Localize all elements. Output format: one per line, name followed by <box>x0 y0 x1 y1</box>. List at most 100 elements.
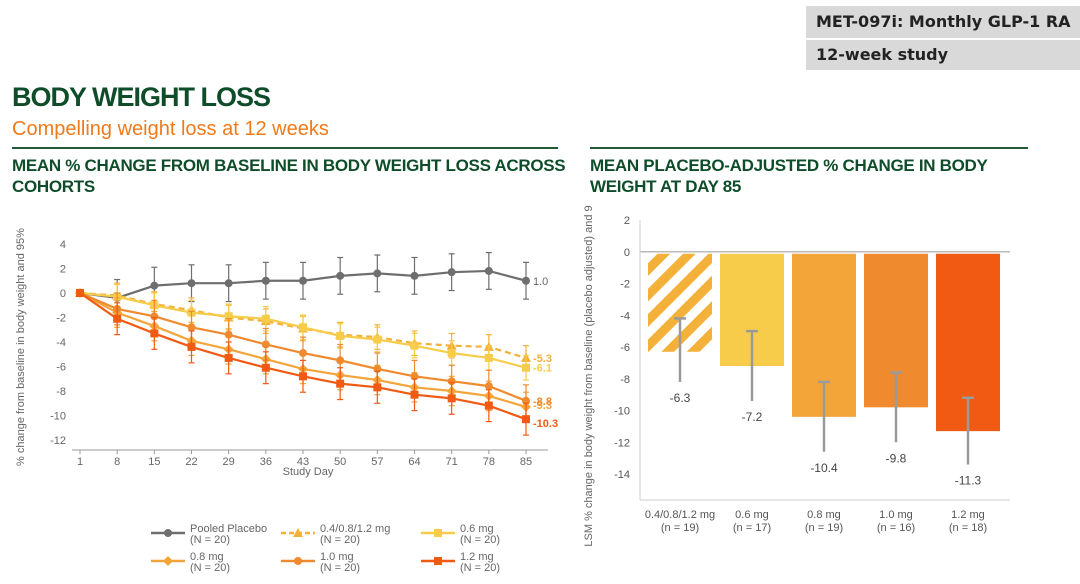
data-point <box>150 281 159 290</box>
bar-category-label: 0.4/0.8/1.2 mg <box>645 509 715 521</box>
bar-n-label: (n = 19) <box>805 522 843 534</box>
bar-chart-title: MEAN PLACEBO-ADJUSTED % CHANGE IN BODY W… <box>590 156 988 196</box>
bar-value-label: -6.3 <box>670 391 691 405</box>
data-point <box>336 271 345 280</box>
legend-label: 0.6 mg <box>460 523 494 535</box>
legend-label: Pooled Placebo <box>190 523 268 535</box>
data-point <box>113 314 122 323</box>
data-point <box>484 401 493 410</box>
series-c06: -6.1 <box>76 283 552 381</box>
y-tick-label: -8 <box>56 386 66 398</box>
data-point <box>299 276 307 285</box>
y-tick-label: -12 <box>50 435 66 447</box>
legend-swatch <box>421 529 455 537</box>
data-point <box>261 314 270 323</box>
bar-n-label: (n = 19) <box>661 522 699 534</box>
line-chart-legend: Pooled Placebo (N = 20) 0.4/0.8/1.2 mg (N =… <box>150 524 570 580</box>
bar-category-label: 1.2 mg <box>951 509 985 521</box>
page-subtitle: Compelling weight loss at 12 weeks <box>12 118 329 140</box>
data-point <box>410 341 419 350</box>
bar-category-label: 1.0 mg <box>879 509 913 521</box>
y-tick-label: 0 <box>624 247 630 259</box>
legend-swatch <box>151 556 185 566</box>
y-tick-label: 2 <box>60 264 66 276</box>
y-tick-label: -10 <box>50 411 66 423</box>
x-tick-label: 15 <box>148 456 160 468</box>
data-point <box>447 377 456 386</box>
x-tick-label: 64 <box>408 456 420 468</box>
y-tick-label: 0 <box>60 288 66 300</box>
legend-item-placebo: Pooled Placebo (N = 20) <box>150 524 267 546</box>
bar-category-label: 0.8 mg <box>807 509 841 521</box>
data-point <box>410 271 419 280</box>
end-value-label: -10.3 <box>533 418 558 430</box>
end-value-label: -9.3 <box>533 400 552 412</box>
y-tick-label: 2 <box>624 215 630 227</box>
y-tick-label: 4 <box>60 239 66 251</box>
legend-swatch <box>421 557 455 565</box>
line-chart-y-axis-label: % change from baseline in body weight an… <box>15 228 27 466</box>
data-point <box>187 323 196 332</box>
y-tick-label: -10 <box>614 406 630 418</box>
data-point <box>150 312 159 321</box>
data-point <box>224 279 233 288</box>
x-tick-label: 85 <box>520 456 532 468</box>
legend-label: 1.2 mg <box>460 551 494 563</box>
legend-label: 0.8 mg <box>190 551 224 563</box>
x-tick-label: 36 <box>260 456 272 468</box>
x-tick-label: 29 <box>223 456 235 468</box>
data-point <box>484 382 493 391</box>
legend-marker <box>434 529 442 537</box>
data-point <box>484 266 493 275</box>
y-tick-label: -2 <box>620 279 630 291</box>
y-tick-label: -4 <box>56 337 66 349</box>
legend-n: (N = 20) <box>190 562 231 574</box>
legend-item-c12: 1.2 mg (N = 20) <box>420 552 500 574</box>
y-tick-label: -14 <box>614 469 630 481</box>
data-point <box>410 390 419 399</box>
data-point <box>150 329 159 338</box>
x-tick-label: 78 <box>483 456 495 468</box>
study-tag: MET-097i: Monthly GLP-1 RA <box>806 6 1080 38</box>
legend-item-c10: 1.0 mg (N = 20) <box>280 552 360 574</box>
legend-marker <box>163 556 173 566</box>
end-value-label: 1.0 <box>533 276 548 288</box>
bar-n-label: (n = 18) <box>949 522 987 534</box>
x-tick-label: 50 <box>334 456 346 468</box>
line-chart-title: MEAN % CHANGE FROM BASELINE IN BODY WEIG… <box>12 156 566 196</box>
data-point <box>76 289 84 297</box>
x-tick-label: 57 <box>371 456 383 468</box>
legend-n: (N = 20) <box>460 562 501 574</box>
bar-category-label: 0.6 mg <box>735 509 769 521</box>
series-c12: -10.3 <box>76 289 558 436</box>
data-point <box>373 269 382 278</box>
bar-value-label: -11.3 <box>955 473 982 487</box>
data-point <box>484 353 493 362</box>
legend-swatch <box>281 528 315 537</box>
data-point <box>224 330 233 339</box>
legend-marker <box>434 557 442 565</box>
x-tick-label: 1 <box>77 456 83 468</box>
data-point <box>447 268 456 277</box>
line-chart-x-axis-label: Study Day <box>283 466 334 478</box>
data-point <box>261 363 270 372</box>
x-tick-label: 71 <box>446 456 458 468</box>
legend-n: (N = 20) <box>320 534 361 546</box>
study-duration-tag: 12-week study <box>806 40 1080 70</box>
end-value-label: -6.1 <box>533 363 552 375</box>
legend-item-c08: 0.8 mg (N = 20) <box>150 552 230 574</box>
y-tick-label: -12 <box>614 437 630 449</box>
data-point <box>224 312 233 321</box>
legend-item-c06: 0.6 mg (N = 20) <box>420 524 500 546</box>
page-title: BODY WEIGHT LOSS <box>12 82 271 112</box>
data-point <box>187 279 196 288</box>
data-point <box>522 276 530 285</box>
data-point <box>447 349 456 358</box>
line-chart: 4 2 0 -2 -4 -6 -8 -10 -12 1 8 15 22 29 36 43 50 57 64 71 78… <box>15 228 558 478</box>
legend-swatch <box>281 557 315 565</box>
data-point <box>336 356 345 365</box>
bar-chart-y-axis-label: LSM % change in body weight from baselin… <box>583 206 595 547</box>
bar-n-label: (n = 17) <box>733 522 771 534</box>
data-point <box>261 276 270 285</box>
data-point <box>299 349 307 358</box>
